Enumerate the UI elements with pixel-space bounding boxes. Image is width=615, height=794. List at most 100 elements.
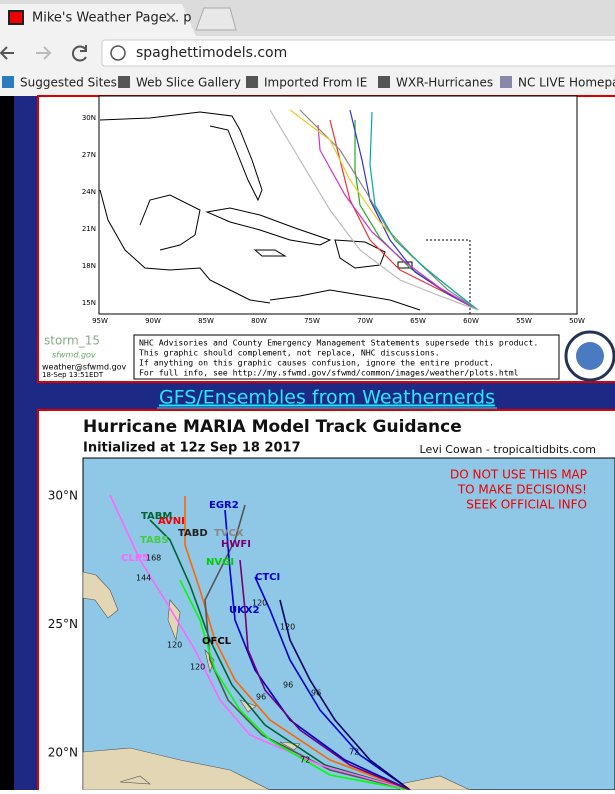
tab-close[interactable]: ×: [164, 8, 177, 27]
model-label: CTCI: [255, 572, 280, 583]
land-part: [119, 775, 151, 785]
back-button[interactable]: [0, 46, 14, 60]
bookmark[interactable]: Web Slice Gallery: [136, 76, 241, 90]
bookmark-icon[interactable]: [2, 76, 14, 88]
land: [82, 571, 471, 791]
forecast-hour: 120: [190, 663, 205, 672]
model-tracks: [269, 109, 479, 311]
timestamp: 18-Sep 13:51EDT: [42, 371, 104, 379]
tab-title[interactable]: Mike's Weather Page... p: [32, 11, 192, 26]
screenshot-part: Suggested Sites Web Slice Gallery Imported…: [2, 76, 615, 90]
forecast-hour: 144: [136, 574, 151, 583]
reload-button[interactable]: [72, 45, 87, 62]
forward-button[interactable]: [36, 46, 52, 60]
guidance-tracks-part: [179, 579, 411, 791]
disclaimer-line: If anything on this graphic causes confu…: [139, 358, 494, 368]
model-tracks-part: [369, 111, 479, 311]
guidance-tracks-part: [109, 494, 411, 791]
screenshot-part: 30N 27N 24N 21N 18N 15N 95W 90W 85W 80W 75W 70W 65W 6…: [82, 114, 585, 325]
model-label: EGR2: [209, 500, 239, 511]
model-label: TVCX: [214, 528, 244, 539]
credit: Levi Cowan - tropicaltidbits.com: [420, 443, 596, 456]
model-label: CLP5: [121, 553, 149, 564]
bookmark-icon[interactable]: [246, 76, 258, 88]
seal-center: [576, 342, 604, 370]
lat-label: 30N: [82, 114, 96, 122]
model-tracks-part: [349, 109, 479, 311]
bookmark-icon[interactable]: [500, 76, 512, 88]
bookmark-icon[interactable]: [118, 76, 130, 88]
guidance-title: Hurricane MARIA Model Track Guidance: [83, 417, 462, 437]
lon-label: 85W: [198, 317, 214, 325]
lat-label: 24N: [82, 188, 96, 196]
left-strip: [0, 96, 14, 790]
guidance-tracks-part: [149, 519, 411, 791]
lon-label: 75W: [304, 317, 320, 325]
weathernerds-link[interactable]: GFS/Ensembles from Weathernerds: [159, 387, 495, 409]
guidance-tracks: [109, 494, 411, 791]
coastlines-part: [253, 249, 287, 257]
coastlines: [99, 111, 471, 314]
coastlines-part: [205, 207, 332, 246]
info-icon[interactable]: [110, 45, 126, 61]
disclaimer-line: NHC Advisories and County Emergency Mana…: [139, 338, 538, 348]
storm-box: [42, 334, 132, 374]
model-label: NVGI: [206, 557, 234, 568]
guidance-tracks-part: [254, 576, 411, 791]
model-label: OFCL: [202, 636, 232, 647]
forecast-hour: 96: [311, 689, 321, 698]
url[interactable]: spaghettimodels.com: [136, 45, 287, 61]
address-bar[interactable]: [101, 39, 615, 67]
forecast-hour: 120: [167, 641, 182, 650]
forecast-hour: 96: [283, 681, 293, 690]
bookmark[interactable]: Imported From IE: [264, 76, 367, 90]
coastlines-part: [99, 189, 271, 304]
model-label: TABM: [141, 511, 172, 522]
bookmark[interactable]: Suggested Sites: [20, 76, 117, 90]
forecast-hour: 96: [256, 693, 266, 702]
lon-label: 90W: [145, 317, 161, 325]
lat-label: 27N: [82, 151, 96, 159]
lat-label: 21N: [82, 225, 96, 233]
model-label: AVNI: [158, 516, 185, 527]
screenshot-part: NHC Advisories and County Emergency Mana…: [139, 338, 538, 378]
bookmark[interactable]: NC LIVE Homepa: [518, 76, 615, 90]
warning-line: SEEK OFFICIAL INFO: [466, 498, 587, 512]
coastlines-part: [269, 289, 421, 311]
model-label: HWFI: [221, 539, 251, 550]
model-label: TABS: [140, 535, 169, 546]
coastlines-part: [139, 194, 201, 251]
warning-line: DO NOT USE THIS MAP: [450, 468, 587, 482]
bookmark-icon[interactable]: [378, 76, 390, 88]
favicon: [8, 10, 24, 25]
model-tracks-part: [269, 109, 479, 311]
lon-label: 95W: [92, 317, 108, 325]
new-tab[interactable]: [195, 7, 237, 31]
active-tab[interactable]: [0, 4, 196, 36]
model-label: TABD: [178, 528, 208, 539]
guidance-tracks-part: [279, 599, 411, 791]
logo-text: sfwmd.gov: [52, 351, 96, 360]
sfwmd-map-area: [98, 95, 578, 315]
warning-line: TO MAKE DECISIONS!: [457, 483, 587, 497]
lat-label: 30°N: [48, 489, 78, 503]
forecast-hour: 120: [252, 599, 267, 608]
initialized: Initialized at 12z Sep 18 2017: [83, 441, 301, 456]
lon-label: 50W: [569, 317, 585, 325]
disclaimer-line: This graphic should complement, not repl…: [139, 348, 440, 358]
model-tracks-part: [317, 124, 479, 311]
lon-label: 80W: [251, 317, 267, 325]
land-part: [82, 571, 119, 619]
email: weather@sfwmd.gov: [42, 363, 127, 372]
bookmark[interactable]: WXR-Hurricanes: [396, 76, 493, 90]
forecast-hour: 72: [300, 756, 310, 765]
model-label: UKX2: [229, 605, 260, 616]
lat-label: 15N: [82, 299, 96, 307]
disclaimer-box: [133, 334, 560, 380]
bookmarks-bar: [0, 70, 615, 96]
storm-id: storm_15: [44, 334, 100, 348]
guidance-tracks-part: [239, 559, 411, 791]
